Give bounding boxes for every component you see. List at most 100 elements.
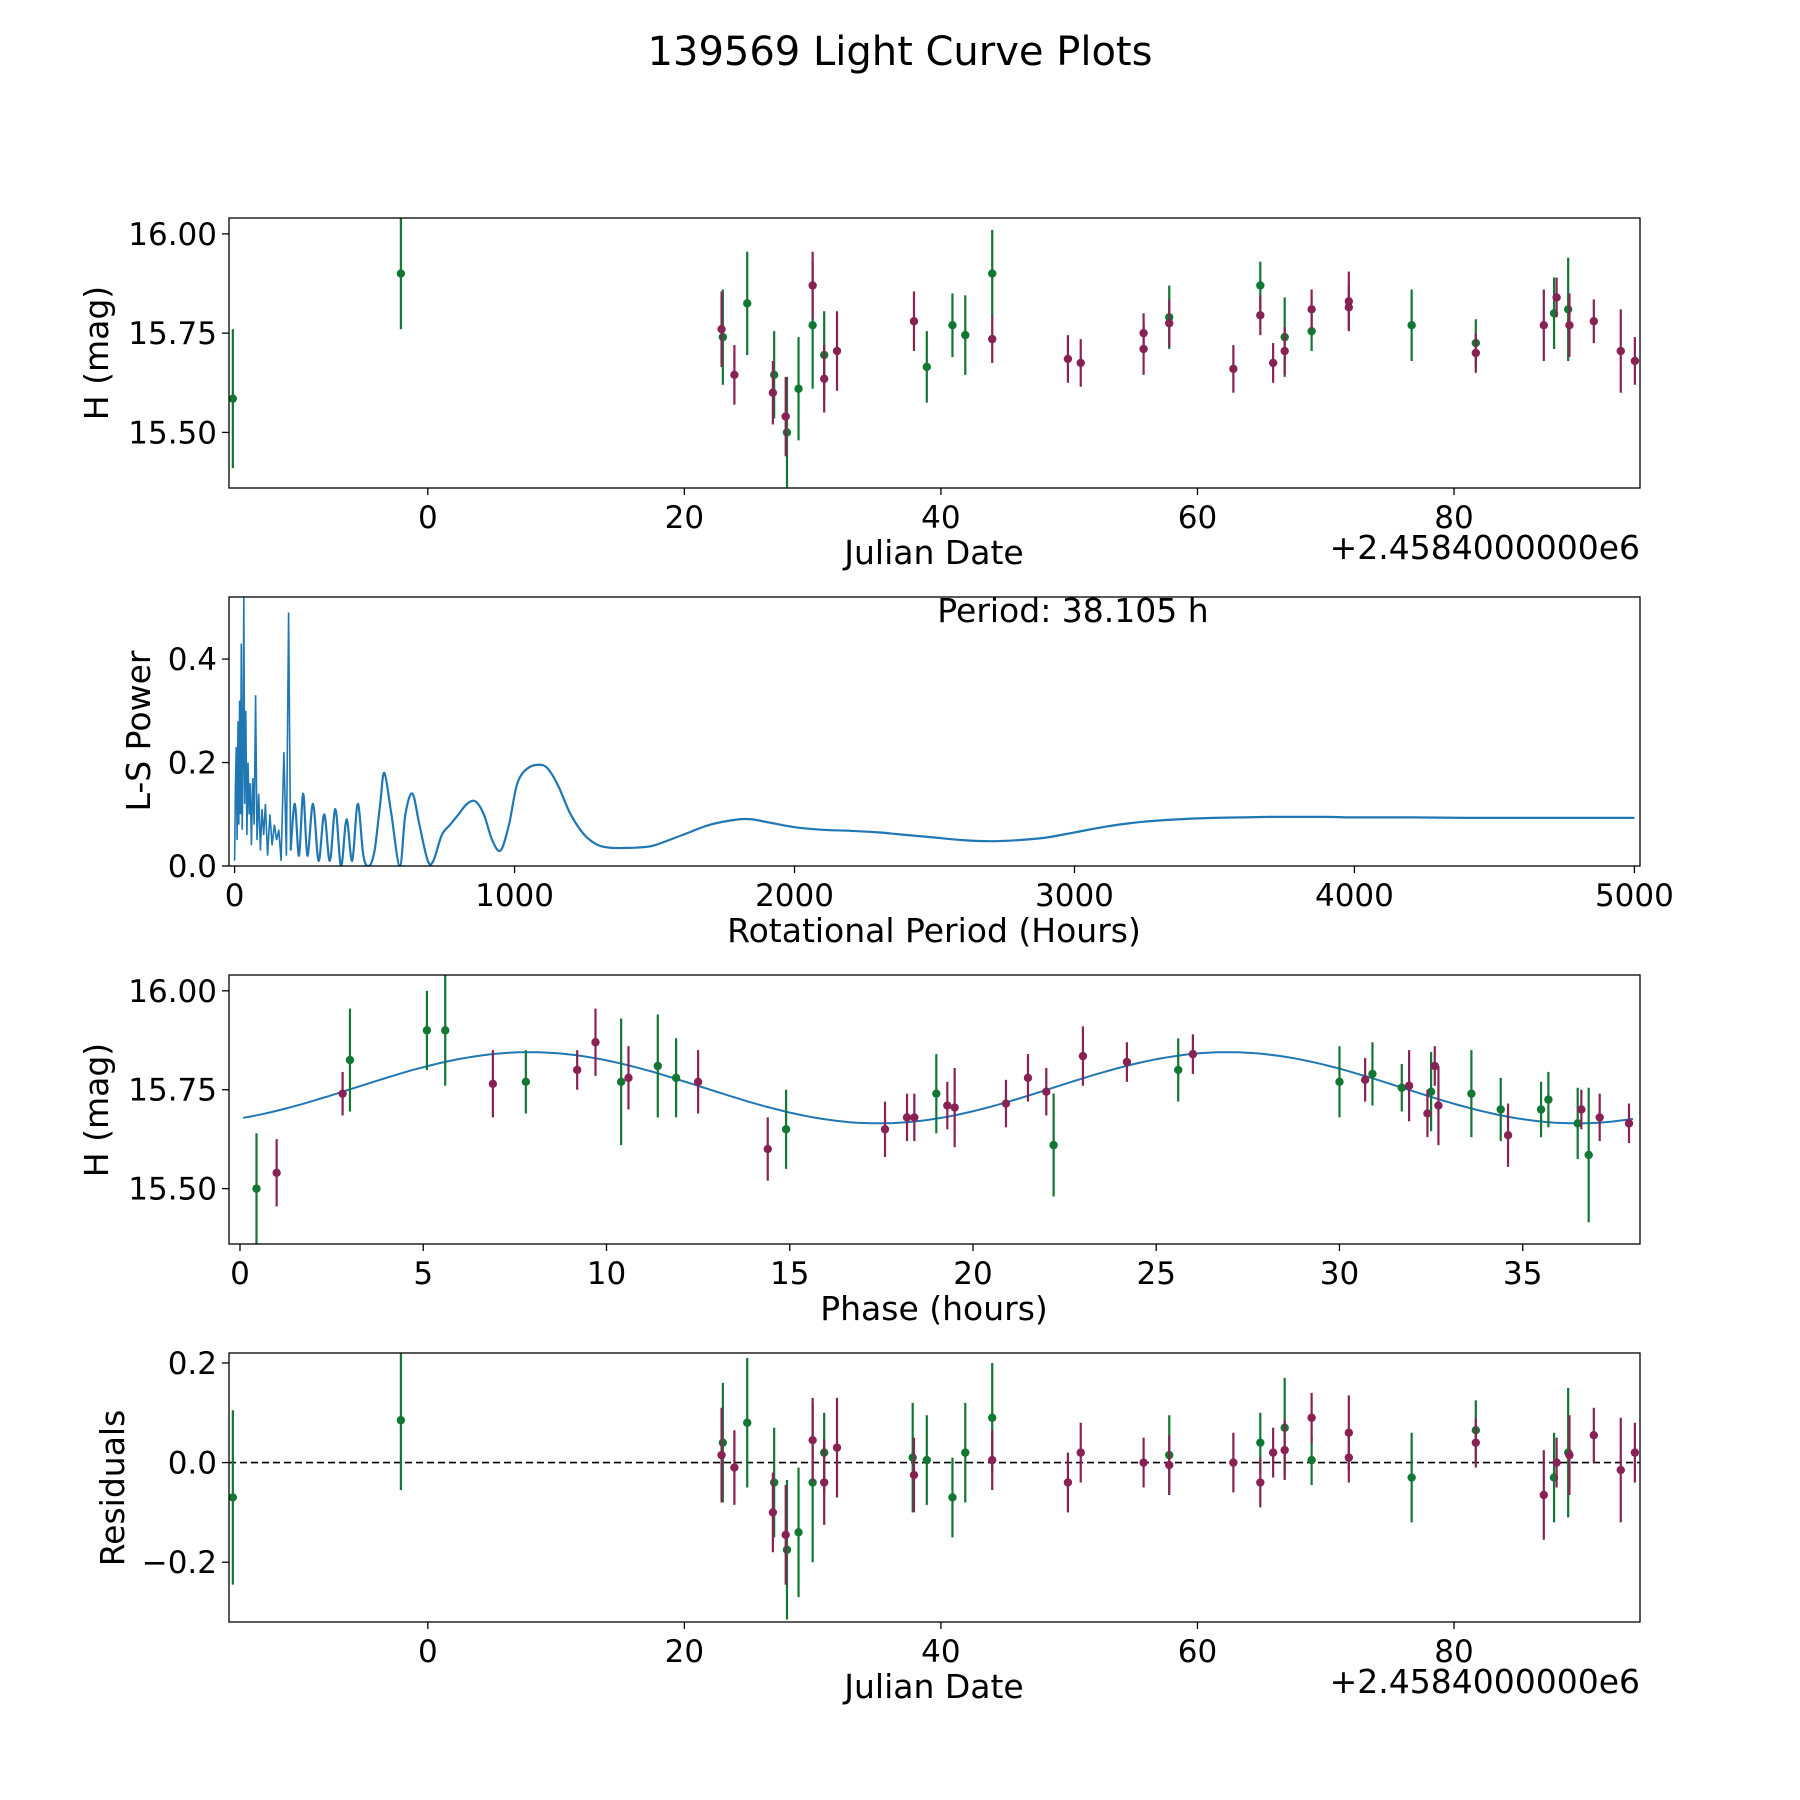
data-point-green: [252, 1184, 261, 1193]
data-point-green: [1426, 1087, 1436, 1096]
x-tick-label: 5000: [1595, 878, 1674, 914]
data-point-magenta: [832, 346, 842, 356]
data-point-green: [1397, 1083, 1406, 1092]
data-point-green: [422, 1026, 432, 1035]
data-point-green: [961, 1448, 970, 1457]
data-point-magenta: [1434, 1101, 1443, 1110]
x-tick-label: 80: [1434, 1634, 1473, 1670]
periodogram-ylabel: L-S Power: [119, 650, 158, 811]
data-point-magenta: [1344, 303, 1354, 312]
data-point-green: [1467, 1089, 1476, 1098]
data-point-magenta: [768, 1508, 778, 1517]
data-point-green: [808, 321, 817, 330]
periodogram-curve: [289, 763, 1635, 866]
data-point-green: [1496, 1105, 1505, 1114]
y-tick-label: 0.2: [168, 1346, 217, 1382]
data-point-green: [908, 1453, 917, 1462]
periodogram-axes-frame: [228, 596, 1641, 867]
data-point-magenta: [272, 1168, 281, 1177]
data-point-magenta: [781, 1530, 790, 1540]
phase-folded-ylabel: H (mag): [77, 1043, 116, 1177]
data-point-magenta: [988, 334, 997, 344]
data-point-green: [743, 299, 752, 308]
figure-title: 139569 Light Curve Plots: [648, 29, 1153, 75]
data-point-green: [396, 1416, 406, 1425]
data-point-green: [1563, 305, 1573, 314]
x-tick-label: 15: [770, 1256, 809, 1292]
x-tick-label: 30: [1320, 1256, 1359, 1292]
data-point-green: [922, 362, 932, 372]
data-point-magenta: [1256, 311, 1265, 320]
x-tick-label: 0: [230, 1256, 250, 1292]
panel-phase-folded: 0 5 10 15 20 25 30 35 15.50 15.75 16.00 Phase (hou…: [77, 974, 1641, 1328]
data-point-magenta: [1139, 1458, 1148, 1467]
x-tick-label: 5: [413, 1256, 433, 1292]
data-point-green: [1256, 1438, 1265, 1447]
data-point-magenta: [808, 1435, 817, 1445]
data-point-green: [1256, 281, 1265, 290]
data-point-magenta: [1256, 1478, 1265, 1487]
data-point-magenta: [1423, 1109, 1432, 1118]
light-curve-x-offset: +2.4584000000e6: [1330, 528, 1640, 567]
light-curve-axes-frame: [228, 217, 1641, 489]
data-point-magenta: [763, 1144, 772, 1154]
data-point-magenta: [1624, 1119, 1634, 1128]
data-point-green: [1536, 1105, 1546, 1114]
x-tick-label: 40: [921, 500, 960, 536]
data-point-magenta: [572, 1065, 582, 1075]
data-point-magenta: [1188, 1049, 1198, 1059]
y-tick-label: 0.0: [168, 849, 217, 885]
data-point-magenta: [988, 1455, 997, 1465]
data-point-green: [1407, 321, 1416, 330]
data-point-magenta: [1076, 1448, 1085, 1457]
data-point-green: [616, 1077, 626, 1087]
data-point-magenta: [1552, 1458, 1561, 1467]
data-point-magenta: [1589, 317, 1599, 326]
y-tick-label: 16.00: [128, 217, 217, 253]
data-point-magenta: [1360, 1075, 1370, 1085]
x-tick-label: 1000: [475, 878, 554, 914]
y-tick-label: 15.50: [128, 1172, 217, 1208]
periodogram-xlabel: Rotational Period (Hours): [727, 911, 1141, 950]
x-tick-label: 35: [1503, 1256, 1542, 1292]
light-curve-ylabel: H (mag): [77, 286, 116, 420]
data-point-magenta: [943, 1101, 952, 1110]
data-point-green: [769, 1478, 779, 1487]
data-point-magenta: [1595, 1113, 1604, 1122]
data-point-magenta: [1589, 1430, 1599, 1440]
data-point-magenta: [902, 1113, 912, 1122]
data-point-green: [1584, 1150, 1593, 1160]
panel-light-curve: 0 20 40 60 80 15.50 15.75 16.00 Julian Date +2.…: [77, 217, 1641, 572]
x-tick-label: 2000: [755, 878, 834, 914]
data-point-magenta: [1023, 1073, 1033, 1083]
x-tick-label: 0: [225, 878, 245, 914]
data-point-magenta: [1165, 1460, 1174, 1470]
data-point-magenta: [1307, 1413, 1316, 1422]
x-tick-label: 0: [418, 1634, 438, 1670]
data-point-magenta: [1552, 293, 1561, 302]
data-point-magenta: [1280, 346, 1289, 356]
phase-folded-axes-frame: [228, 974, 1641, 1245]
data-point-magenta: [1268, 1448, 1278, 1457]
data-point-magenta: [1630, 1448, 1640, 1457]
data-point-magenta: [1503, 1131, 1513, 1140]
data-point-magenta: [1229, 364, 1238, 374]
y-tick-label: 15.75: [128, 316, 217, 352]
y-tick-label: −0.2: [142, 1545, 217, 1581]
x-tick-label: 80: [1434, 500, 1473, 536]
data-point-magenta: [1139, 344, 1148, 354]
data-point-magenta: [624, 1073, 633, 1083]
data-point-magenta: [1063, 354, 1073, 364]
data-point-green: [782, 1545, 792, 1554]
data-point-green: [794, 384, 803, 393]
data-point-green: [1368, 1069, 1377, 1079]
data-point-green: [1174, 1065, 1183, 1075]
data-point-green: [782, 428, 792, 437]
data-point-magenta: [1165, 319, 1174, 328]
data-point-magenta: [832, 1443, 842, 1452]
data-point-magenta: [1430, 1061, 1439, 1071]
data-point-magenta: [781, 412, 790, 421]
y-tick-label: 15.75: [128, 1073, 217, 1109]
period-annotation: Period: 38.105 h: [937, 591, 1208, 630]
